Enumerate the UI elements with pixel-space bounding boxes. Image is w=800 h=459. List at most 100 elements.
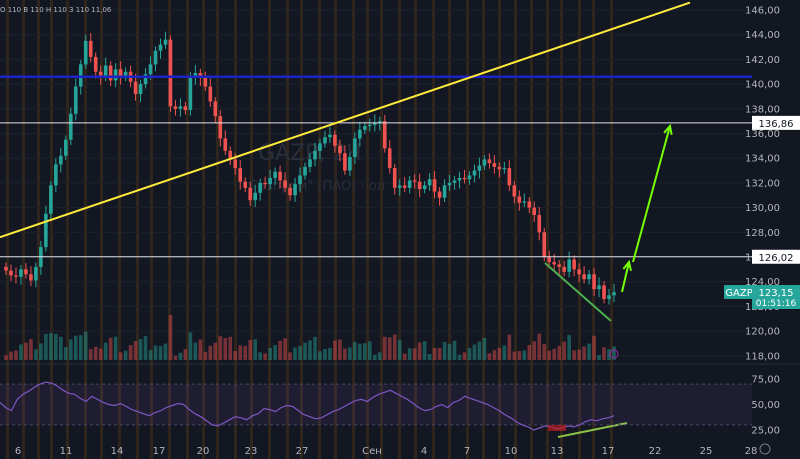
volume-bar — [372, 354, 377, 360]
volume-bar — [328, 347, 332, 360]
candle-body — [223, 138, 228, 151]
candle-body — [447, 182, 452, 186]
candle-body — [103, 65, 108, 77]
session-band — [202, 0, 205, 459]
session-band — [610, 0, 613, 459]
time-tick-label: 17 — [153, 446, 166, 457]
candle-body — [59, 155, 63, 165]
volume-bar — [542, 344, 547, 360]
volume-bar — [283, 338, 287, 360]
volume-bar — [313, 336, 317, 360]
volume-bar — [432, 348, 437, 360]
countdown-text: 01:51:16 — [756, 299, 797, 309]
candle-body — [143, 74, 148, 85]
volume-bars — [4, 315, 616, 360]
volume-bar — [567, 335, 571, 360]
price-tick-label: 118,00 — [745, 351, 780, 362]
session-band — [186, 0, 189, 459]
volume-bar — [44, 333, 48, 360]
candle-body — [492, 163, 497, 167]
volume-bar — [123, 350, 128, 360]
volume-bar — [387, 337, 392, 360]
session-band — [250, 0, 253, 459]
time-tick-label: 23 — [245, 446, 258, 457]
candle-body — [133, 81, 138, 94]
settings-icon[interactable] — [759, 443, 771, 455]
candle-body — [487, 159, 492, 164]
session-band — [546, 0, 549, 459]
symbol-badge — [724, 285, 754, 299]
volume-bar — [183, 349, 188, 360]
candle-body — [602, 285, 606, 299]
volume-bar — [233, 350, 238, 360]
drawing-lines[interactable] — [0, 1, 752, 438]
volume-bar — [128, 345, 133, 360]
candle-body — [208, 86, 213, 102]
price-tick-label: 130,00 — [745, 203, 780, 214]
candle-body — [273, 171, 277, 178]
candle-body — [432, 179, 437, 192]
volume-bar — [323, 349, 327, 360]
candle-body — [577, 269, 581, 275]
candle-body — [552, 261, 556, 265]
candle-body — [88, 40, 93, 57]
volume-bar — [24, 342, 28, 360]
volume-bar — [133, 341, 138, 360]
time-tick-label: 13 — [551, 446, 564, 457]
candle-body — [562, 266, 566, 272]
candle-body — [148, 64, 153, 75]
candle-body — [547, 257, 552, 262]
event-marker-icon[interactable] — [609, 349, 619, 359]
candle-body — [348, 156, 352, 171]
candle-body — [44, 213, 48, 248]
volume-bar — [502, 345, 507, 360]
time-tick-label: 20 — [197, 446, 210, 457]
candle-body — [118, 69, 123, 77]
price-tick-label: 136,00 — [745, 129, 780, 140]
green-arrow-line — [632, 125, 671, 263]
volume-bar — [517, 351, 522, 360]
volume-bar — [487, 353, 492, 360]
volume-bar — [507, 334, 512, 360]
candle-body — [382, 121, 387, 149]
session-band — [398, 0, 401, 459]
volume-bar — [293, 347, 297, 360]
volume-bar — [412, 348, 417, 360]
last-price-box — [752, 285, 800, 309]
time-tick-label: 7 — [464, 446, 470, 457]
rsi-panel — [0, 363, 800, 432]
candle-body — [108, 65, 113, 81]
candle-body — [417, 181, 422, 190]
candle-body — [68, 113, 73, 140]
volume-bar — [49, 333, 53, 360]
time-axis[interactable]: 6 11 14 17 20 23 27 Сен 4 7 10 13 17 22 25 28 — [15, 446, 758, 457]
volume-bar — [263, 353, 267, 360]
candle-body — [218, 116, 223, 139]
session-band — [448, 0, 451, 459]
candle-body — [283, 180, 287, 188]
candle-body — [29, 274, 33, 281]
level-label-text: 136,86 — [759, 119, 794, 130]
volume-bar — [482, 338, 487, 360]
candle-body — [482, 159, 487, 166]
volume-bar — [178, 352, 183, 360]
volume-bar — [103, 342, 108, 360]
session-band — [37, 0, 40, 459]
volume-bar — [522, 350, 527, 360]
volume-bar — [602, 347, 606, 360]
volume-bar — [467, 348, 472, 360]
session-band — [414, 0, 417, 459]
volume-bar — [19, 344, 23, 360]
candle-body — [153, 50, 158, 65]
volume-bar — [203, 351, 208, 360]
candle-body — [542, 232, 547, 257]
volume-bar — [143, 336, 148, 360]
candle-body — [333, 134, 337, 146]
volume-bar — [208, 345, 213, 360]
volume-bar — [363, 343, 367, 360]
volume-bar — [472, 344, 477, 360]
yellow-trendline — [0, 1, 691, 239]
candle-body — [64, 139, 68, 156]
